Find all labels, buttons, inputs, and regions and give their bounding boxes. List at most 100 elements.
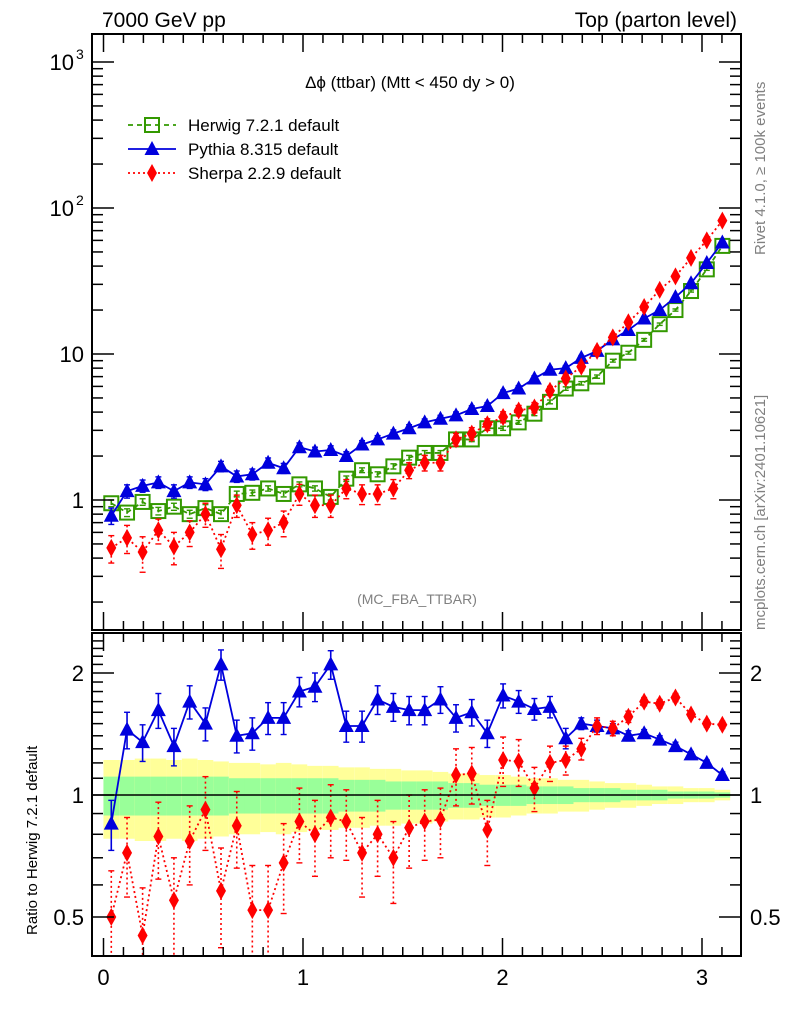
ratio-point xyxy=(231,816,242,835)
ratio-point xyxy=(464,704,480,719)
data-point xyxy=(435,453,446,472)
series-line xyxy=(110,241,724,517)
ratio-point xyxy=(592,716,603,735)
ratio-point xyxy=(435,810,446,829)
data-point xyxy=(417,414,433,429)
data-point xyxy=(451,430,462,449)
data-point xyxy=(247,525,258,544)
ratio-point xyxy=(529,779,540,798)
data-point xyxy=(369,466,386,483)
ratio-point xyxy=(560,751,571,770)
data-point xyxy=(184,523,195,542)
data-point xyxy=(526,370,542,385)
ratio-point xyxy=(388,848,399,867)
data-point xyxy=(150,503,167,520)
ratio-point xyxy=(357,843,368,862)
series-pythia xyxy=(103,234,730,526)
ratio-point xyxy=(370,691,386,706)
ratio-point xyxy=(216,881,227,900)
ratio-point xyxy=(607,719,618,738)
data-point xyxy=(372,484,383,503)
data-point xyxy=(513,401,524,420)
ratio-point xyxy=(620,727,636,742)
ratio-point xyxy=(401,702,417,717)
data-point xyxy=(464,401,480,416)
ratio-point xyxy=(432,691,448,706)
data-point xyxy=(294,484,305,503)
data-point xyxy=(717,211,728,230)
ratio-point xyxy=(482,820,493,839)
data-point xyxy=(182,474,198,489)
ratio-point xyxy=(652,731,668,746)
data-point xyxy=(216,540,227,559)
data-point xyxy=(278,513,289,532)
data-point xyxy=(200,505,211,524)
data-point xyxy=(652,302,668,317)
ratio-point xyxy=(654,694,665,713)
ratio-y-tick-label-left: 0.5 xyxy=(53,905,84,930)
data-point xyxy=(229,468,245,483)
data-point xyxy=(448,407,464,422)
data-point xyxy=(213,506,230,523)
ratio-point xyxy=(451,766,462,785)
ratio-point xyxy=(623,707,634,726)
y-tick-label: 10 xyxy=(50,196,74,221)
data-point xyxy=(498,408,509,427)
data-point xyxy=(263,521,274,540)
ratio-point xyxy=(385,698,401,713)
data-point xyxy=(165,498,182,515)
data-point xyxy=(683,275,699,290)
uncertainty-band-inner xyxy=(213,776,229,816)
ratio-point xyxy=(576,739,587,758)
data-point xyxy=(576,357,587,376)
data-point xyxy=(119,483,135,498)
main-frame xyxy=(91,33,742,631)
ratio-y-tick-label-left: 2 xyxy=(72,661,84,686)
data-point xyxy=(354,436,370,451)
data-point xyxy=(639,297,650,316)
uncertainty-band-inner xyxy=(260,778,276,814)
ratio-ylabel: Ratio to Herwig 7.2.1 default xyxy=(24,745,41,935)
ratio-point xyxy=(309,825,320,844)
y-tick-label: 1 xyxy=(72,488,84,513)
x-tick-label: 0 xyxy=(97,965,109,990)
uncertainty-band-inner xyxy=(228,778,245,814)
x-tick-label: 2 xyxy=(496,965,508,990)
ratio-point xyxy=(498,751,509,770)
data-point xyxy=(686,248,697,267)
data-point xyxy=(479,398,495,413)
data-point xyxy=(106,538,117,557)
ratio-point xyxy=(636,725,652,740)
uncertainty-band-inner xyxy=(307,778,323,814)
data-point xyxy=(495,385,511,400)
y-tick-label-exponent: 3 xyxy=(76,46,84,62)
uncertainty-band-inner xyxy=(119,776,135,816)
data-point xyxy=(166,483,182,498)
ratio-point xyxy=(307,678,323,693)
data-point xyxy=(623,313,634,332)
data-point xyxy=(385,425,401,440)
data-point xyxy=(309,496,320,515)
ratio-point xyxy=(291,683,307,698)
ratio-point xyxy=(466,764,477,783)
ratio-point xyxy=(278,853,289,872)
data-point xyxy=(560,369,571,388)
legend-marker xyxy=(147,164,157,182)
ratio-y-tick-label-right: 1 xyxy=(750,783,762,808)
data-point xyxy=(589,368,606,385)
data-point xyxy=(511,380,527,395)
ratio-y-tick-label-left: 1 xyxy=(72,783,84,808)
data-point xyxy=(667,289,683,304)
data-point xyxy=(291,439,307,454)
ratio-point xyxy=(701,714,712,733)
header-left: 7000 GeV pp xyxy=(102,9,226,32)
ratio-point xyxy=(150,702,166,717)
legend-marker xyxy=(144,117,160,133)
data-point xyxy=(636,310,652,325)
ratio-line xyxy=(110,696,723,936)
header-right: Top (parton level) xyxy=(575,9,737,32)
ratio-point xyxy=(511,693,527,708)
data-point xyxy=(135,477,151,492)
data-point xyxy=(604,352,621,369)
ratio-point xyxy=(419,812,430,831)
